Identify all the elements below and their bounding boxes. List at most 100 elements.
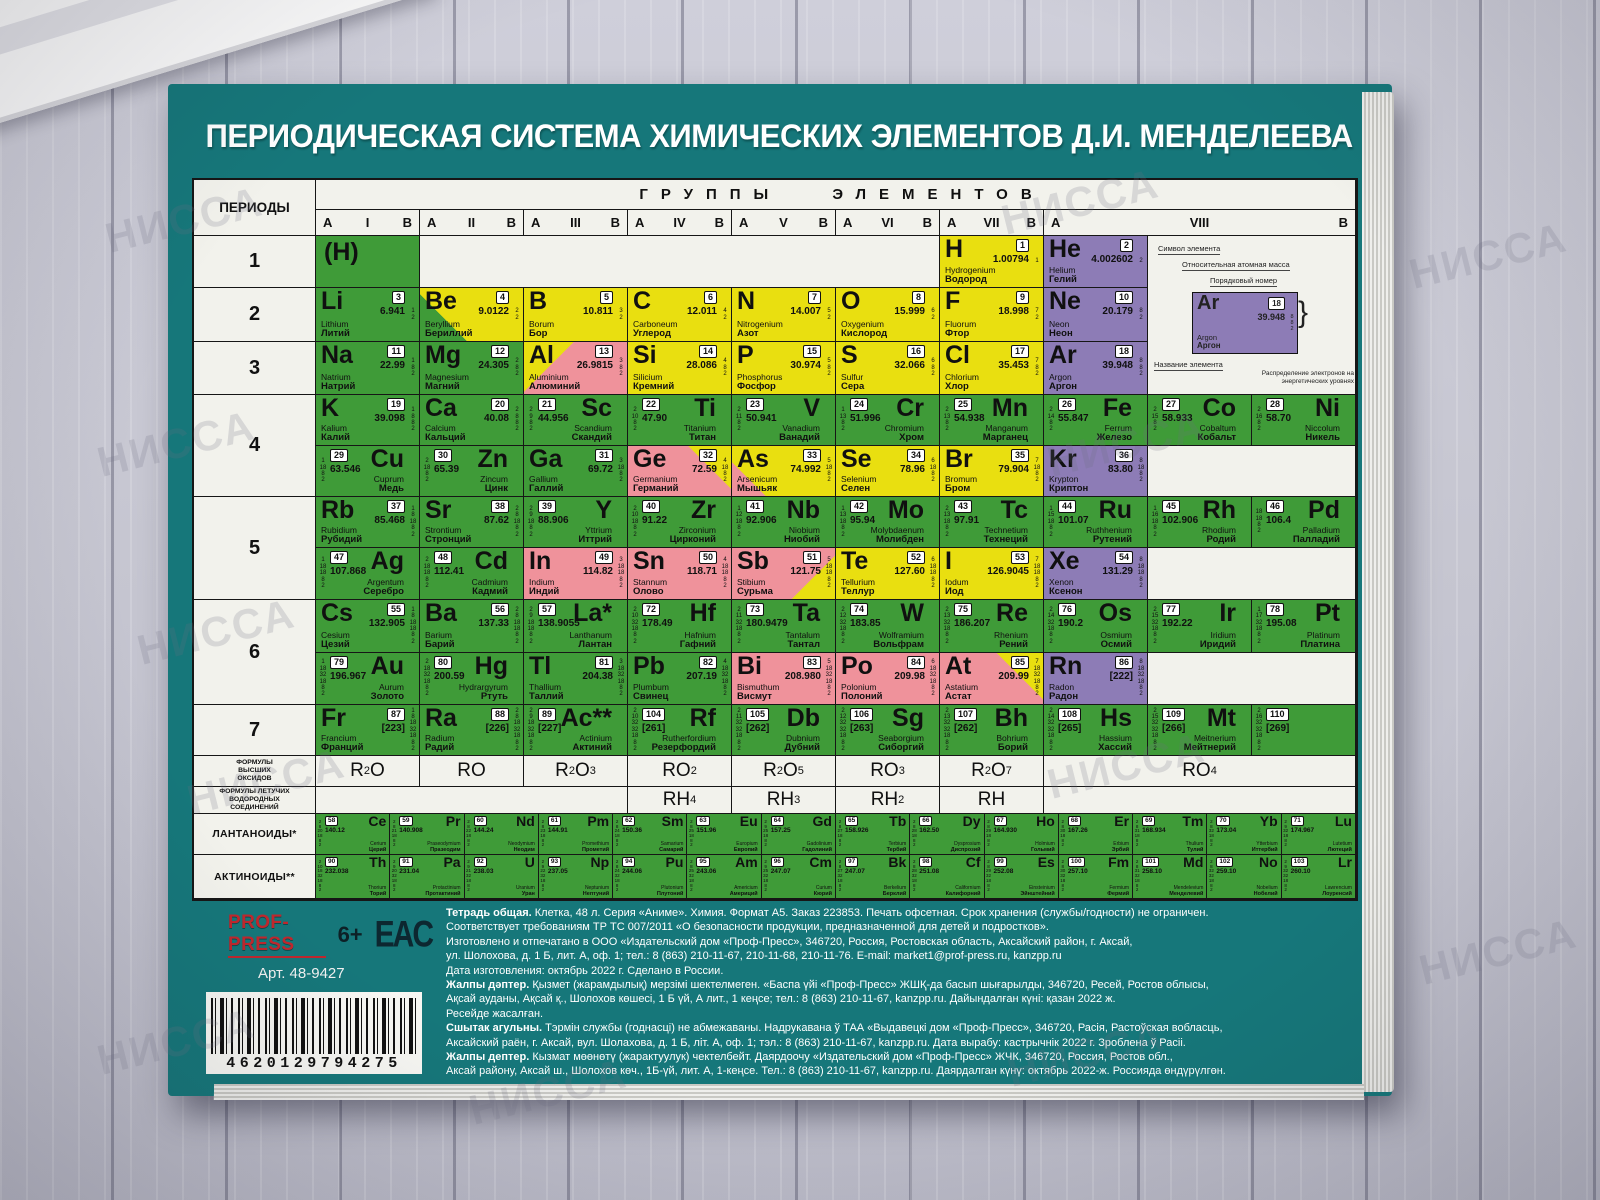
atomic-number: 104 (642, 708, 666, 721)
atomic-mass: [223] (381, 723, 405, 734)
element-name-russian: Берклий (882, 891, 907, 897)
element-name-latin: Molybdaenum (870, 525, 924, 535)
atomic-number: 50 (698, 551, 717, 564)
element-cell-Au: Au 79 196.967 Aurum Золото 1 18 32 18 8 2 (316, 653, 420, 705)
element-symbol: Se (841, 445, 872, 473)
atomic-number: 10 (1114, 291, 1133, 304)
electron-shells: 2 8 22 18 8 2 (466, 818, 472, 848)
electron-shells: 2 12 32 18 8 2 (839, 606, 847, 645)
element-symbol: Sb (737, 547, 769, 575)
element-name-latin: Iodum (945, 577, 969, 587)
element-name-russian: Радон (1049, 691, 1079, 702)
table-row: Cs 55 132.905 Cesium Цезий 1 8 18 18 8 2 Ba 56 137.33… (316, 600, 1356, 653)
footer-line: Аксайский раён, г. Аксай, вул. Шолахова,… (446, 1036, 1186, 1049)
atomic-mass: 173.04 (1216, 827, 1237, 834)
atomic-mass: [265] (1058, 723, 1082, 734)
element-symbol: Po (841, 652, 873, 680)
atomic-number: 72 (642, 603, 661, 616)
atomic-number: 90 (325, 857, 339, 867)
element-symbol: Tc (1000, 496, 1028, 524)
atomic-number: 107 (954, 708, 978, 721)
electron-shells: 1 12 18 8 2 (735, 505, 743, 538)
atomic-number: 64 (770, 816, 784, 826)
atomic-mass: 9.0122 (478, 306, 509, 317)
element-symbol: Ta (792, 599, 820, 627)
element-symbol: Au (370, 652, 404, 680)
element-symbol: Kr (1049, 445, 1077, 473)
element-name-latin: Manganum (985, 423, 1028, 433)
element-name-latin: Samarium (660, 840, 684, 847)
element-symbol: Y (595, 496, 612, 524)
element-cell-Cu: Cu 29 63.546 Cuprum Медь 1 18 8 2 (316, 446, 420, 497)
atomic-mass: 74.992 (790, 464, 821, 475)
atomic-number: 71 (1290, 816, 1304, 826)
element-name-latin: Plutonium (661, 884, 684, 891)
element-name-russian: Иттербий (1251, 847, 1278, 853)
table-row: Ag 47 107.868 Argentum Серебро 1 18 18 8 2 Cd 48 112… (316, 548, 1356, 600)
electron-shells: 2 8 27 18 8 2 (837, 818, 843, 848)
element-name-russian: Неон (1049, 328, 1073, 339)
periods-cell: 4 (194, 395, 316, 497)
atomic-mass: 18.998 (998, 306, 1029, 317)
electron-shells: 1 8 18 32 18 8 2 (409, 707, 417, 753)
element-symbol: Ge (633, 445, 667, 473)
atomic-mass: 92.906 (746, 515, 777, 526)
element-cell-Si: Si 14 28.086 Silicium Кремний 4 8 2 (628, 342, 732, 395)
atomic-number: 93 (547, 857, 562, 867)
element-name-russian: Гелий (1049, 274, 1077, 285)
electron-shells: 2 14 32 32 18 8 2 (1047, 707, 1055, 753)
element-cell-H: H 1 1.00794 Hydrogenium Водород 1 (940, 236, 1044, 288)
atomic-number: 102 (1216, 857, 1234, 867)
element-symbol: Be (425, 287, 457, 315)
element-cell-F: F 9 18.998 Fluorum Фтор 7 2 (940, 288, 1044, 342)
element-cell-Y: Y 39 88.906 Yttrium Иттрий 2 9 18 8 2 (524, 497, 628, 548)
atomic-number: 20 (490, 398, 509, 411)
atomic-mass: 58.70 (1266, 413, 1292, 424)
element-name-latin: Stannum (633, 577, 668, 587)
electron-shells: 2 9 22 32 18 8 2 (540, 859, 546, 893)
element-name-russian: Фосфор (737, 381, 776, 392)
element-name-russian: Селен (841, 483, 871, 494)
atomic-mass: 14.007 (790, 306, 821, 317)
element-name-latin: Argentum (367, 577, 404, 587)
legend-example-russian: Аргон (1197, 341, 1221, 350)
element-cell-Cr: Cr 24 51.996 Chromium Хром 1 13 8 2 (836, 395, 940, 446)
atomic-mass: [262] (954, 723, 978, 734)
electron-shells: 2 8 25 32 18 8 2 (688, 859, 694, 893)
element-symbol: K (321, 394, 340, 422)
group-roman-numeral: I (365, 215, 370, 230)
electron-shells: 2 13 18 8 2 (943, 505, 951, 538)
atomic-number: 70 (1216, 816, 1230, 826)
element-symbol: Pm (587, 813, 610, 829)
atomic-mass: 258.10 (1142, 868, 1162, 875)
element-name-latin: Meitnerium (1193, 733, 1236, 743)
empty-cell (1148, 548, 1356, 600)
atomic-number: 47 (330, 551, 349, 564)
element-name-russian: Титан (689, 432, 716, 443)
electron-shells: 1 15 18 8 2 (1047, 505, 1055, 538)
atomic-number: 30 (434, 449, 453, 462)
atomic-mass: 54.938 (954, 413, 985, 424)
element-symbol: Hg (474, 652, 508, 680)
element-symbol: In (529, 547, 552, 575)
subgroup-a-label: A (947, 215, 957, 230)
electron-shells: 3 18 8 2 (617, 458, 625, 484)
element-symbol: Ti (694, 394, 716, 422)
element-name-latin: Hydrargyrum (458, 682, 508, 692)
element-symbol: Ca (425, 394, 457, 422)
atomic-mass: 112.41 (434, 566, 465, 577)
element-name-latin: Argon (1049, 372, 1072, 382)
element-name-russian: Америций (729, 891, 758, 897)
group-letter-cell: A VIII B (1044, 210, 1356, 236)
atomic-mass: 192.22 (1162, 618, 1193, 629)
element-name-russian: Сурьма (737, 586, 773, 597)
element-cell-Te: Te 52 127.60 Tellurium Теллур 6 18 18 8 2 (836, 548, 940, 600)
atomic-mass: 69.72 (587, 464, 613, 475)
element-cell-No: No 102 259.10 Nobelium Нобелий 2 8 32 32 18 8 2 (1207, 855, 1282, 899)
element-symbol: Cf (965, 854, 981, 870)
electron-shells: 2 (1139, 258, 1143, 265)
element-symbol: F (945, 287, 961, 315)
atomic-number: 43 (954, 500, 973, 513)
